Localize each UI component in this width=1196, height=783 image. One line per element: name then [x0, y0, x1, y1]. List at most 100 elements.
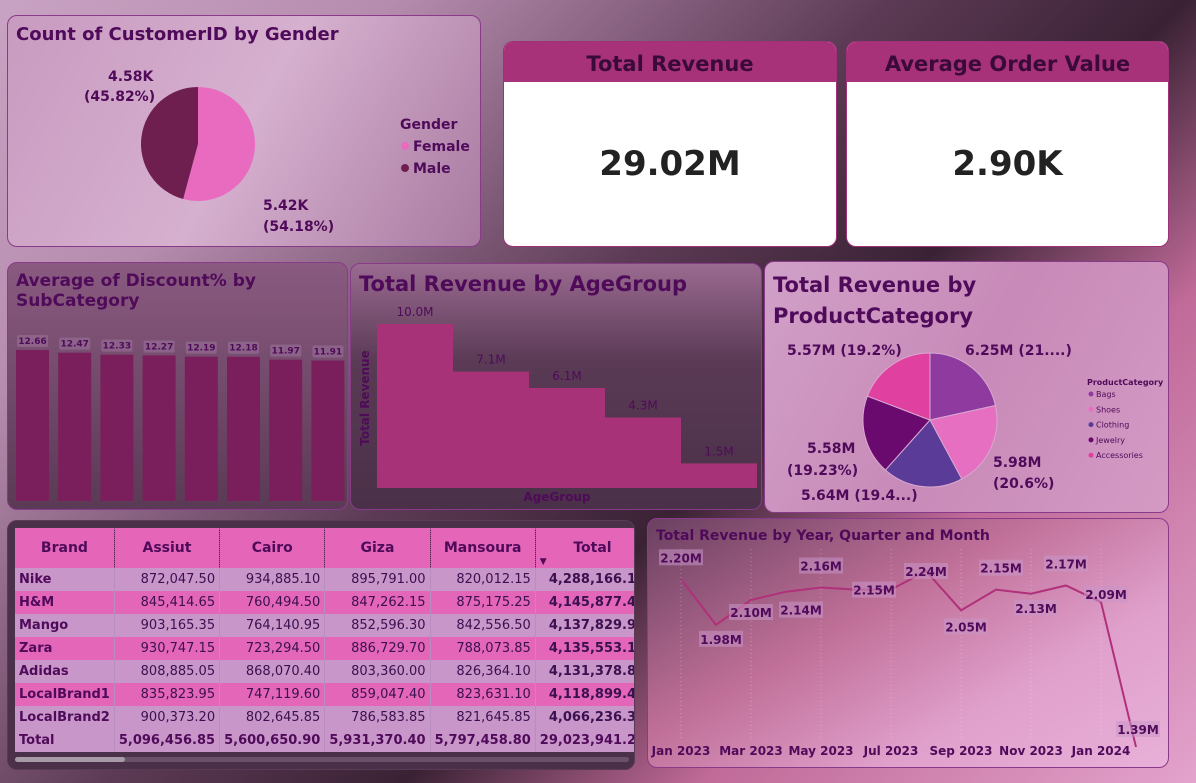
table-row[interactable]: Zara 930,747.15 723,294.50 886,729.70 788,07… [15, 637, 634, 660]
data-label: 11.91 [314, 348, 342, 358]
table-cell: 788,073.85 [430, 637, 536, 660]
legend-marker [401, 142, 409, 150]
revenue-line [680, 569, 1137, 748]
pie-slice-bags[interactable] [929, 352, 997, 421]
column-header-total[interactable]: Total ▼ [535, 528, 634, 568]
table-cell: 4,131,378.85 [535, 660, 634, 683]
column-header-brand[interactable]: Brand [15, 528, 115, 568]
data-label: 1.5M [704, 444, 733, 458]
gender-pie[interactable]: 4.58K (45.82%) 5.42K (54.18%) Gender Female Ma… [8, 16, 481, 247]
table-cell: LocalBrand1 [15, 683, 115, 706]
y-axis-label: Total Revenue [358, 350, 372, 446]
pie-slice-shoes[interactable] [929, 404, 998, 480]
data-label: 2.14M [780, 604, 822, 618]
data-label: 12.27 [145, 342, 173, 352]
horizontal-scrollbar[interactable] [15, 757, 629, 762]
label-bg [17, 335, 48, 347]
bar[interactable] [58, 352, 92, 501]
bar[interactable] [100, 354, 134, 501]
table-cell: 820,012.15 [430, 568, 536, 591]
table-row[interactable]: LocalBrand1 835,823.95 747,119.60 859,047.4… [15, 683, 634, 706]
bar[interactable] [377, 324, 453, 488]
bar[interactable] [184, 356, 218, 501]
data-label: 2.05M [945, 620, 987, 634]
label-bg [1116, 720, 1160, 737]
bar[interactable] [311, 360, 345, 502]
data-label: (45.82%) [84, 89, 155, 105]
label-bg [59, 337, 91, 350]
data-label: 6.25M (21....) [965, 343, 1072, 359]
total-row[interactable]: Total 5,096,456.85 5,600,650.90 5,931,370.4… [15, 729, 634, 752]
gender-panel: Count of CustomerID by Gender 4.58K (45.8… [7, 15, 481, 247]
data-label: 12.19 [187, 344, 215, 354]
legend-item: Bags [1096, 390, 1116, 399]
table-row[interactable]: LocalBrand2 900,373.20 802,645.85 786,583.8… [15, 706, 634, 729]
bar[interactable] [142, 355, 176, 501]
x-tick-label: Jul 2023 [863, 744, 919, 758]
data-label: 1.98M [700, 633, 742, 647]
pie-slice-accessories[interactable] [866, 352, 931, 421]
pie-slice-female[interactable] [183, 87, 255, 201]
table-row[interactable]: Nike 872,047.50 934,885.10 895,791.00 820,01… [15, 568, 634, 591]
table-row[interactable]: Adidas 808,885.05 868,070.40 803,360.00 826,… [15, 660, 634, 683]
label-bg [270, 344, 302, 357]
column-header-mansoura[interactable]: Mansoura [430, 528, 536, 568]
revenue-trend-chart[interactable]: Jan 2023 Mar 2023 May 2023 Jul 2023 Sep 2023… [648, 519, 1169, 768]
data-label: 12.18 [229, 344, 257, 354]
table-row[interactable]: H&M 845,414.65 760,494.50 847,262.15 875,175… [15, 591, 634, 614]
discount-chart[interactable]: 12.66 12.47 12.33 12.27 12.19 12.18 11.97 11.91 [8, 263, 348, 510]
table-cell: 842,556.50 [430, 614, 536, 637]
data-label: 2.24M [905, 565, 947, 579]
table-cell: 5,797,458.80 [430, 729, 536, 752]
data-label: 2.17M [1045, 557, 1087, 571]
table-cell: 852,596.30 [324, 614, 431, 637]
data-label: (54.18%) [263, 219, 334, 235]
table-cell: 4,118,899.40 [535, 683, 634, 706]
table-cell: 5,096,456.85 [114, 729, 221, 752]
table-cell: 802,645.85 [219, 706, 326, 729]
table-cell: 900,373.20 [114, 706, 221, 729]
bar[interactable] [16, 350, 49, 501]
agegroup-title: Total Revenue by AgeGroup [359, 272, 688, 296]
column-header-giza[interactable]: Giza [324, 528, 431, 568]
table-cell: 4,288,166.10 [535, 568, 634, 591]
table-cell: 845,414.65 [114, 591, 221, 614]
trend-title: Total Revenue by Year, Quarter and Month [656, 528, 990, 544]
table-cell: 821,645.85 [430, 706, 536, 729]
table-cell: 903,165.35 [114, 614, 221, 637]
pie-slice-jewelry[interactable] [862, 395, 931, 471]
data-label: 12.47 [60, 340, 88, 350]
column-header-assiut[interactable]: Assiut [114, 528, 221, 568]
label-bg [185, 341, 217, 354]
table-row[interactable]: Mango 903,165.35 764,140.95 852,596.30 842,5… [15, 614, 634, 637]
data-label: 2.20M [660, 551, 702, 565]
pie-slice-male[interactable] [140, 87, 198, 200]
data-label: 5.57M (19.2%) [787, 343, 902, 359]
sort-desc-icon: ▼ [539, 557, 547, 567]
label-bg [659, 549, 703, 566]
legend-marker [1088, 452, 1094, 458]
table-cell: 4,066,236.35 [535, 706, 634, 729]
bar[interactable] [605, 417, 681, 488]
table-cell: 786,583.85 [324, 706, 431, 729]
table-cell: 868,070.40 [219, 660, 326, 683]
legend-marker [401, 164, 409, 172]
table-cell: 4,135,553.15 [535, 637, 634, 660]
scrollbar-thumb[interactable] [15, 757, 125, 762]
total-revenue-card: Total Revenue 29.02M [503, 41, 837, 247]
bar[interactable] [681, 463, 757, 488]
bar[interactable] [529, 387, 605, 488]
column-header-cairo[interactable]: Cairo [219, 528, 326, 568]
bar[interactable] [453, 371, 529, 488]
product-pie[interactable]: 6.25M (21....) 5.98M (20.6%) 5.64M (19.4...… [765, 262, 1169, 513]
label-bg [699, 630, 743, 647]
bar[interactable] [227, 356, 260, 501]
discount-title: Average of Discount% by SubCategory [16, 271, 256, 311]
bar[interactable] [269, 359, 303, 501]
table-cell: 4,145,877.40 [535, 591, 634, 614]
label-bg [904, 563, 948, 579]
data-label: 10.0M [396, 305, 433, 319]
table-cell: 5,600,650.90 [219, 729, 326, 752]
pie-slice-clothing[interactable] [884, 419, 963, 488]
